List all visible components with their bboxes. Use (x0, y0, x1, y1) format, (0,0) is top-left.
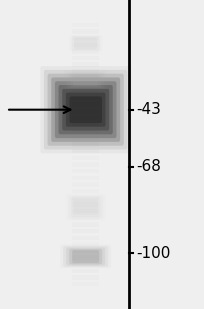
Bar (72, 182, 99, 187)
Bar (72, 149, 99, 153)
Bar (72, 156, 99, 160)
Bar (72, 62, 99, 67)
Bar (72, 96, 99, 100)
Bar (72, 229, 99, 233)
FancyBboxPatch shape (69, 249, 102, 264)
FancyBboxPatch shape (62, 89, 109, 131)
FancyBboxPatch shape (67, 72, 104, 89)
Bar (72, 49, 99, 53)
Bar (72, 109, 99, 113)
Bar (72, 162, 99, 167)
FancyBboxPatch shape (74, 37, 97, 49)
Bar (72, 23, 99, 27)
FancyBboxPatch shape (73, 199, 98, 215)
Bar (72, 189, 99, 193)
FancyBboxPatch shape (59, 85, 113, 134)
Bar (72, 69, 99, 74)
FancyBboxPatch shape (68, 195, 103, 219)
Bar (72, 29, 99, 34)
Bar (72, 222, 99, 226)
Bar (72, 122, 99, 127)
Bar (72, 36, 99, 40)
Bar (72, 169, 99, 173)
Bar (72, 275, 99, 280)
Bar (72, 102, 99, 107)
Bar (72, 129, 99, 133)
FancyBboxPatch shape (55, 81, 116, 138)
Bar (72, 242, 99, 247)
Bar (72, 196, 99, 200)
FancyBboxPatch shape (51, 78, 120, 142)
Bar (72, 56, 99, 60)
Bar (72, 116, 99, 120)
FancyBboxPatch shape (71, 197, 101, 217)
Bar (72, 249, 99, 253)
Bar (72, 83, 99, 87)
Bar (72, 76, 99, 80)
FancyBboxPatch shape (72, 36, 100, 50)
Text: -43: -43 (137, 102, 162, 117)
Bar (72, 269, 99, 273)
Bar (72, 176, 99, 180)
Bar (72, 89, 99, 93)
Text: -68: -68 (137, 159, 162, 174)
Bar (72, 216, 99, 220)
Bar (72, 282, 99, 286)
Bar (72, 136, 99, 140)
Bar (72, 142, 99, 147)
FancyBboxPatch shape (70, 73, 101, 87)
FancyBboxPatch shape (63, 246, 108, 267)
Text: -100: -100 (137, 246, 171, 261)
FancyBboxPatch shape (72, 250, 99, 263)
Bar (72, 262, 99, 266)
FancyBboxPatch shape (66, 93, 105, 127)
Bar (72, 256, 99, 260)
FancyBboxPatch shape (44, 70, 128, 150)
FancyBboxPatch shape (66, 248, 105, 265)
FancyBboxPatch shape (48, 74, 124, 146)
Bar (72, 43, 99, 47)
Bar (72, 209, 99, 213)
FancyBboxPatch shape (69, 96, 102, 123)
Bar (72, 235, 99, 240)
FancyBboxPatch shape (73, 74, 99, 86)
Bar (72, 202, 99, 207)
